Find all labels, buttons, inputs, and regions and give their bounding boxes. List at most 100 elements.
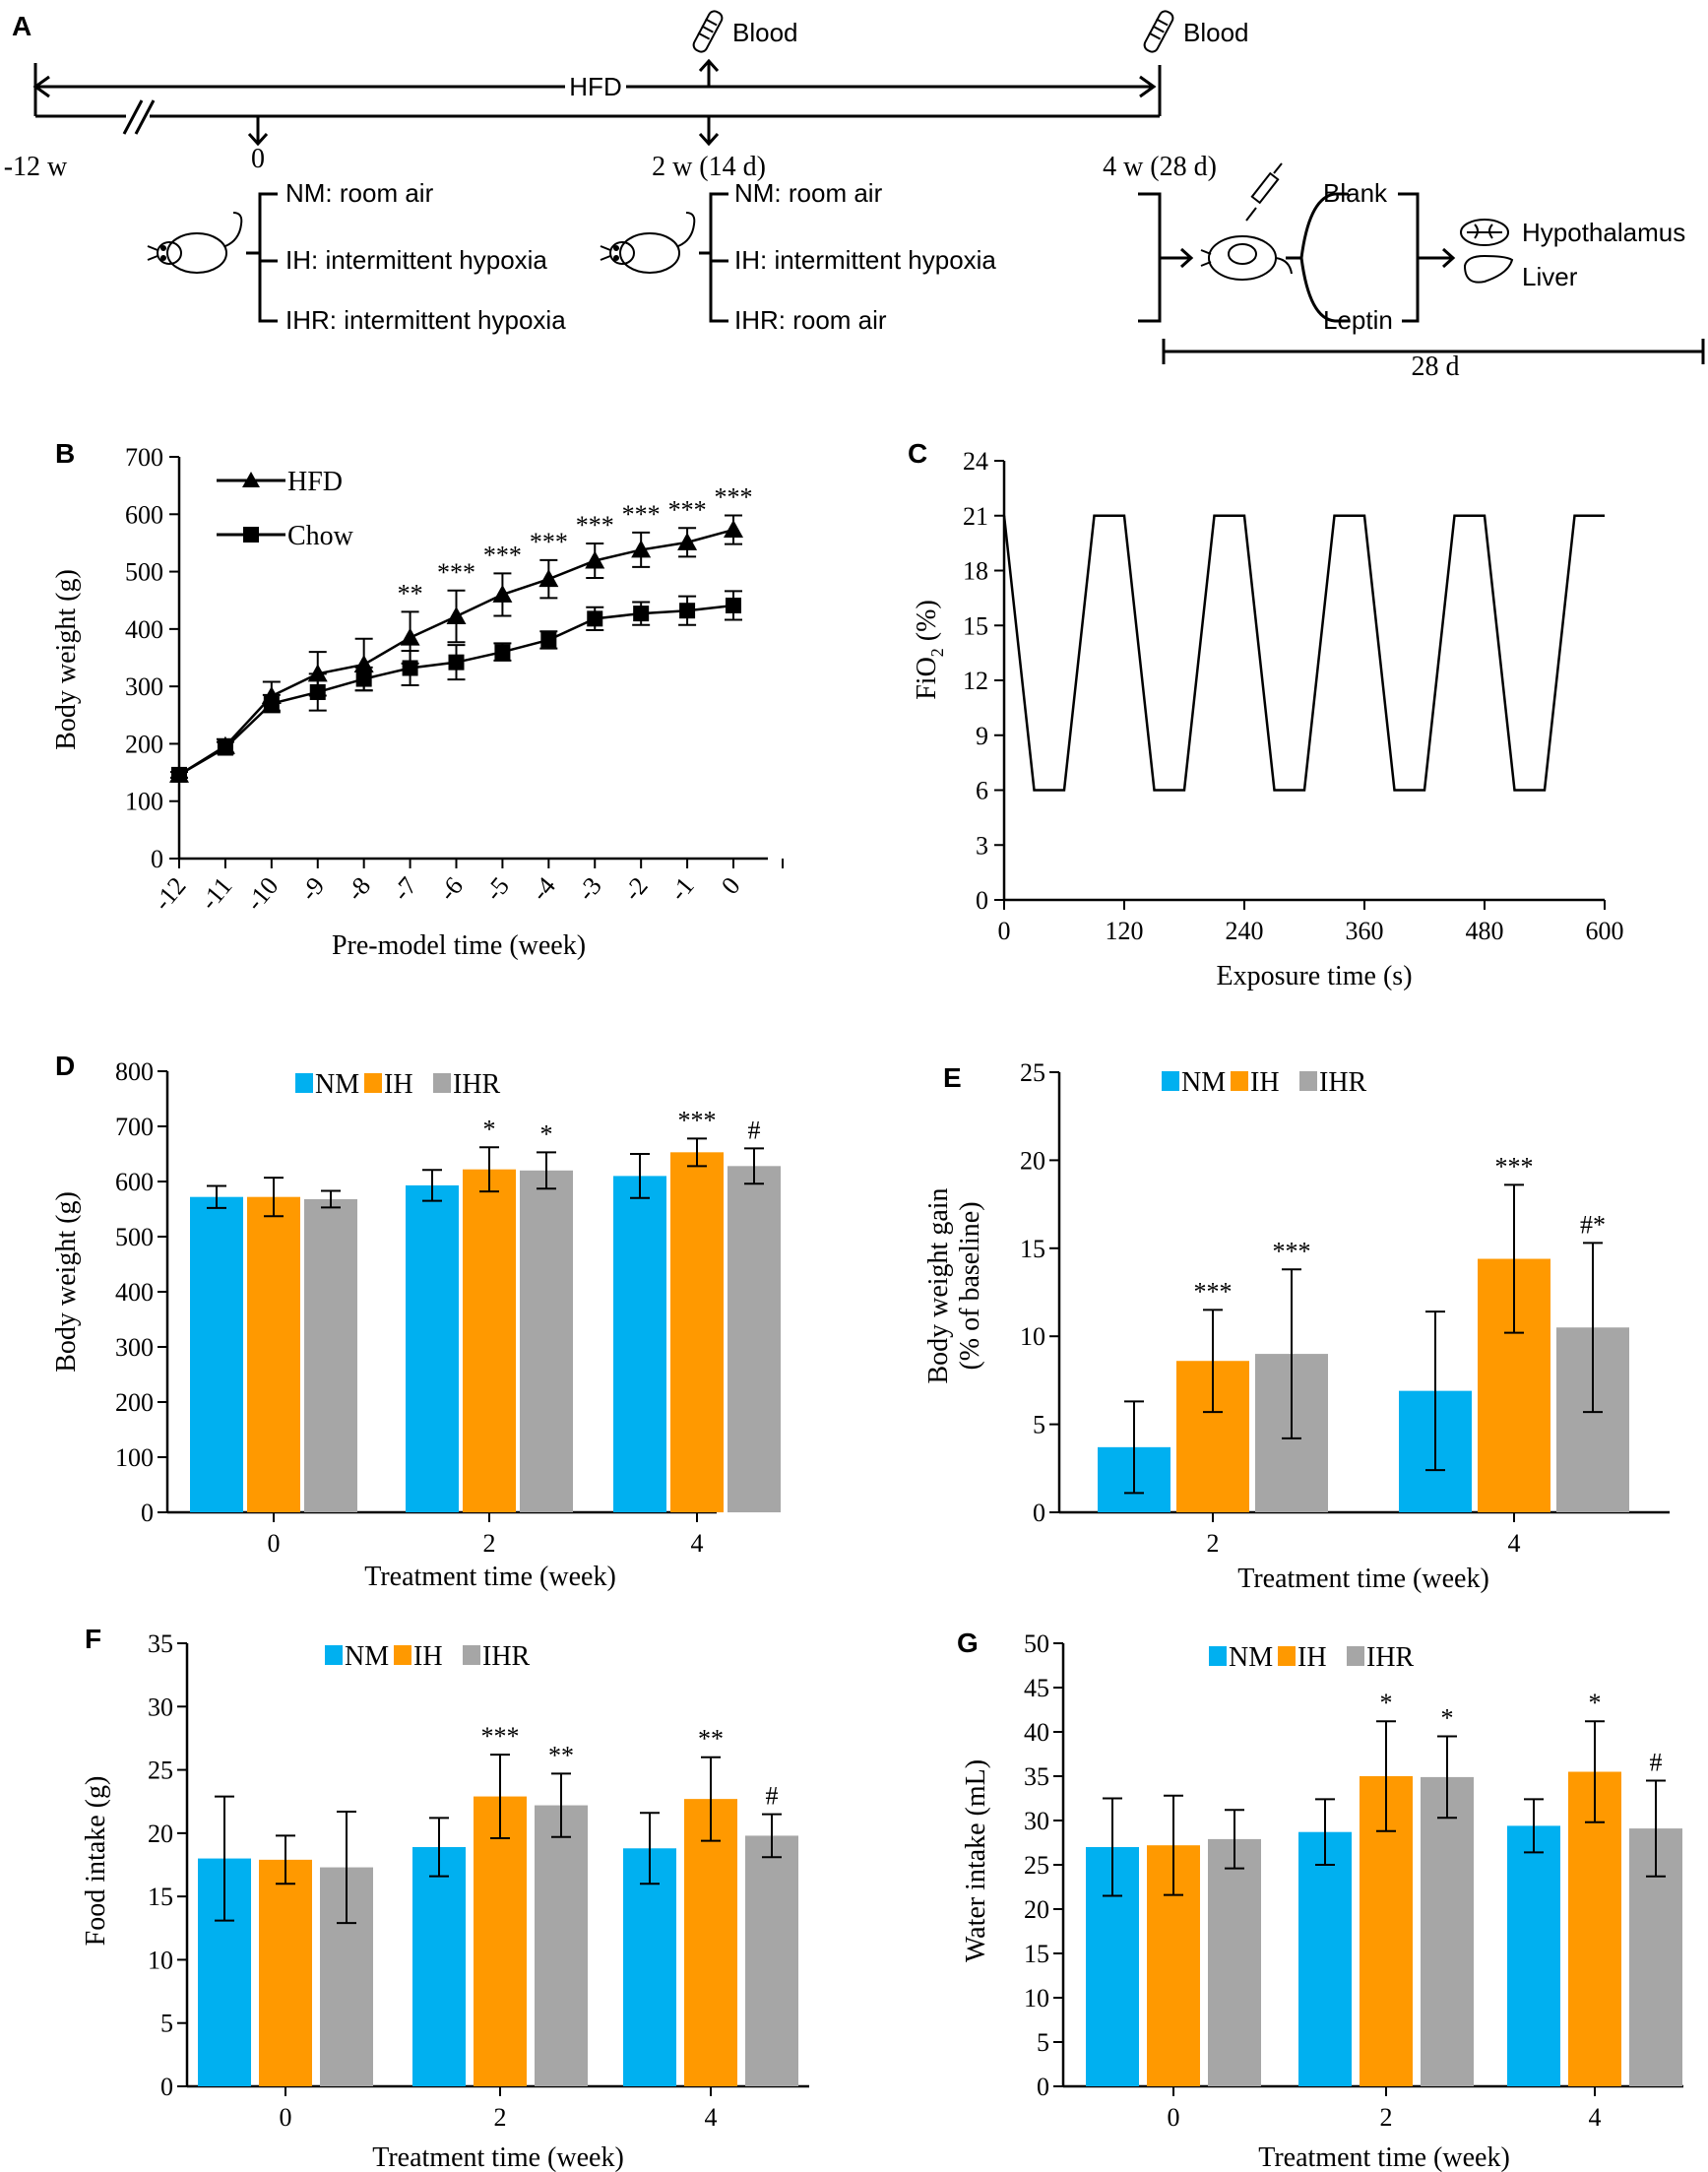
d-x-tick-label: 0 — [268, 1529, 281, 1558]
b-significance-label: *** — [668, 495, 707, 524]
f-bar-nm — [412, 1847, 466, 2086]
f-significance-label: ** — [698, 1725, 724, 1754]
g-legend-swatch — [1278, 1646, 1296, 1666]
f-legend-label: IHR — [482, 1641, 531, 1672]
g-y-tick-label: 45 — [1024, 1674, 1049, 1702]
g-bar-nm — [1298, 1831, 1352, 2086]
tissue-label-hypothalamus: Hypothalamus — [1522, 218, 1685, 247]
e-y-axis-subtitle: (% of baseline) — [955, 1201, 985, 1370]
hfd-label: HFD — [569, 72, 621, 101]
b-x-tick-label: -1 — [664, 871, 700, 906]
b-point-chow — [355, 671, 372, 687]
tissue-label-liver: Liver — [1522, 262, 1578, 291]
f-legend-label: NM — [345, 1641, 389, 1672]
b-point-chow — [402, 660, 418, 676]
g-y-tick-label: 35 — [1024, 1762, 1049, 1791]
b-significance-label: *** — [715, 482, 753, 511]
c-y-tick-label: 9 — [976, 722, 988, 750]
legend-label: HFD — [287, 467, 343, 497]
e-x-tick-label: 2 — [1207, 1529, 1220, 1558]
c-x-tick-label: 120 — [1106, 917, 1144, 945]
stage1-bracket — [258, 192, 278, 323]
e-legend-swatch — [1162, 1071, 1179, 1091]
blood-tube-icon — [1143, 10, 1174, 53]
f-legend-swatch — [394, 1645, 411, 1665]
f-y-tick-label: 15 — [148, 1883, 173, 1911]
b-point-hfd — [724, 520, 743, 539]
f-significance-label: ** — [548, 1741, 574, 1769]
e-x-axis-title: Treatment time (week) — [1237, 1564, 1489, 1594]
d-bar-ihr — [520, 1170, 573, 1512]
d-y-tick-label: 200 — [115, 1388, 154, 1417]
e-legend-swatch — [1299, 1071, 1317, 1091]
c-y-tick-label: 24 — [963, 447, 988, 476]
f-bar-ih — [684, 1799, 737, 2086]
d-x-tick-label: 2 — [483, 1529, 496, 1558]
d-bar-nm — [613, 1176, 666, 1512]
d-x-tick-label: 4 — [691, 1529, 704, 1558]
brain-icon — [1460, 219, 1509, 246]
d-significance-label: # — [748, 1116, 761, 1144]
b-point-hfd — [400, 627, 420, 646]
b-point-chow — [679, 603, 696, 619]
g-x-tick-label: 4 — [1589, 2103, 1602, 2132]
b-x-tick-label: -4 — [526, 871, 561, 906]
f-bar-nm — [623, 1848, 676, 2086]
g-y-tick-label: 40 — [1024, 1718, 1049, 1747]
stage2-group-label: IH: intermittent hypoxia — [734, 245, 996, 275]
duration-label: 28 d — [1412, 351, 1460, 382]
f-y-tick-label: 0 — [160, 2073, 173, 2101]
panel-g-chart: G 0 5 10 15 20 25 30 35 40 45 50 0 2 * * 4 * # NM IH IHR Tre… — [957, 1628, 1683, 2172]
g-y-tick-label: 5 — [1037, 2028, 1049, 2057]
f-legend-swatch — [325, 1645, 343, 1665]
b-point-chow — [494, 644, 511, 661]
b-significance-label: ** — [398, 579, 423, 607]
b-point-chow — [217, 739, 233, 756]
c-y-tick-label: 12 — [963, 667, 988, 695]
f-x-axis-title: Treatment time (week) — [372, 2142, 624, 2172]
b-y-tick-label: 500 — [125, 558, 163, 587]
g-significance-label: # — [1650, 1749, 1663, 1777]
g-bar-nm — [1507, 1825, 1560, 2086]
b-point-hfd — [585, 550, 605, 569]
b-point-hfd — [538, 569, 559, 588]
f-x-tick-label: 0 — [280, 2103, 292, 2132]
panel-e-chart: E 0 5 10 15 20 25 2 *** *** 4 *** #* NM IH IHR Treatme… — [923, 1058, 1670, 1594]
d-legend-swatch — [364, 1073, 382, 1093]
panel-label-d: D — [55, 1051, 75, 1081]
g-legend-label: IH — [1297, 1642, 1327, 1673]
e-legend-swatch — [1231, 1071, 1248, 1091]
b-significance-label: *** — [530, 528, 568, 556]
d-significance-label: * — [483, 1115, 496, 1143]
liver-icon — [1463, 254, 1514, 284]
blood-tube-icon — [692, 10, 724, 53]
d-legend-label: IHR — [453, 1069, 501, 1100]
d-significance-label: * — [540, 1119, 553, 1148]
blood-label-week4: Blood — [1183, 18, 1249, 47]
b-x-tick-label: -6 — [433, 871, 469, 906]
b-point-chow — [587, 610, 603, 627]
blood-label-week2: Blood — [732, 18, 798, 47]
f-y-tick-label: 35 — [148, 1629, 173, 1658]
c-x-tick-label: 480 — [1466, 917, 1504, 945]
g-x-axis-title: Treatment time (week) — [1258, 2142, 1510, 2172]
treatment-label-leptin: Leptin — [1323, 305, 1393, 335]
g-legend-swatch — [1347, 1646, 1364, 1666]
f-bar-ih — [259, 1859, 312, 2086]
b-y-tick-label: 700 — [125, 443, 163, 472]
e-y-tick-label: 15 — [1020, 1235, 1045, 1263]
e-y-tick-label: 5 — [1033, 1411, 1045, 1439]
g-y-tick-label: 0 — [1037, 2073, 1049, 2101]
g-y-tick-label: 10 — [1024, 1984, 1049, 2012]
d-legend-label: IH — [384, 1069, 413, 1100]
f-y-tick-label: 5 — [160, 2010, 173, 2038]
b-y-axis-title: Body weight (g) — [51, 569, 82, 750]
c-y-tick-label: 6 — [976, 777, 988, 805]
panel-label-a: A — [12, 11, 32, 41]
axis-break-2 — [134, 99, 156, 135]
b-y-tick-label: 0 — [151, 845, 163, 873]
e-significance-label: #* — [1580, 1210, 1606, 1239]
stage1-group-label: NM: room air — [285, 178, 434, 208]
